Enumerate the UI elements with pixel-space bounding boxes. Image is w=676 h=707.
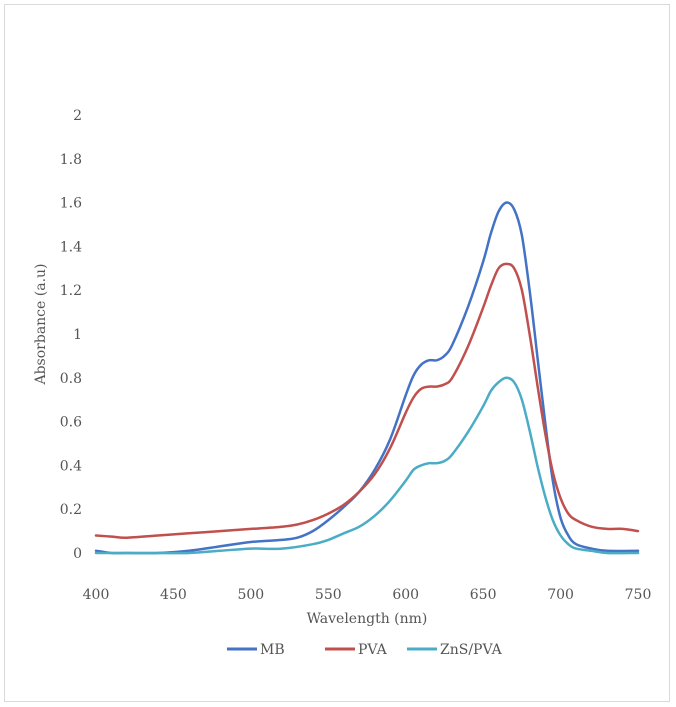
x-tick-label: 650 [470,587,497,603]
legend: MB PVA ZnS/PVA [227,642,503,658]
x-tick-label: 450 [160,587,187,603]
y-tick-label: 1.6 [60,196,82,212]
series-line-pva [94,262,640,539]
x-tick-label: 750 [625,587,652,603]
y-tick-label: 1.2 [60,283,82,299]
x-axis-title: Wavelength (nm) [307,611,428,627]
series-lines [94,201,640,555]
y-tick-label: 2 [73,108,82,124]
line-chart: 0 0.2 0.4 0.6 0.8 1 1.2 1.4 1.6 1.8 2 400 450 500 550… [33,108,652,658]
x-tick-label: 550 [315,587,342,603]
y-tick-label: 1.4 [60,239,82,255]
legend-label-zns-pva: ZnS/PVA [440,642,503,658]
x-tick-label: 500 [237,587,264,603]
x-axis-ticks: 400 450 500 550 600 650 700 750 [83,587,652,603]
y-tick-label: 0.8 [60,371,82,387]
y-tick-label: 0 [73,546,82,562]
y-tick-label: 0.2 [60,502,82,518]
legend-label-pva: PVA [358,642,388,658]
series-line-zns-pva [94,376,640,555]
y-tick-label: 1 [73,327,82,343]
y-tick-label: 0.4 [60,458,82,474]
x-tick-label: 700 [547,587,574,603]
y-tick-label: 1.8 [60,152,82,168]
x-tick-label: 400 [83,587,110,603]
legend-label-mb: MB [260,642,285,658]
x-tick-label: 600 [392,587,419,603]
y-tick-label: 0.6 [60,415,82,431]
chart-frame: 0 0.2 0.4 0.6 0.8 1 1.2 1.4 1.6 1.8 2 400 450 500 550… [4,4,670,702]
y-axis-title: Absorbance (a.u) [33,263,49,385]
y-axis-ticks: 0 0.2 0.4 0.6 0.8 1 1.2 1.4 1.6 1.8 2 [60,108,82,562]
series-line-mb [94,201,640,555]
